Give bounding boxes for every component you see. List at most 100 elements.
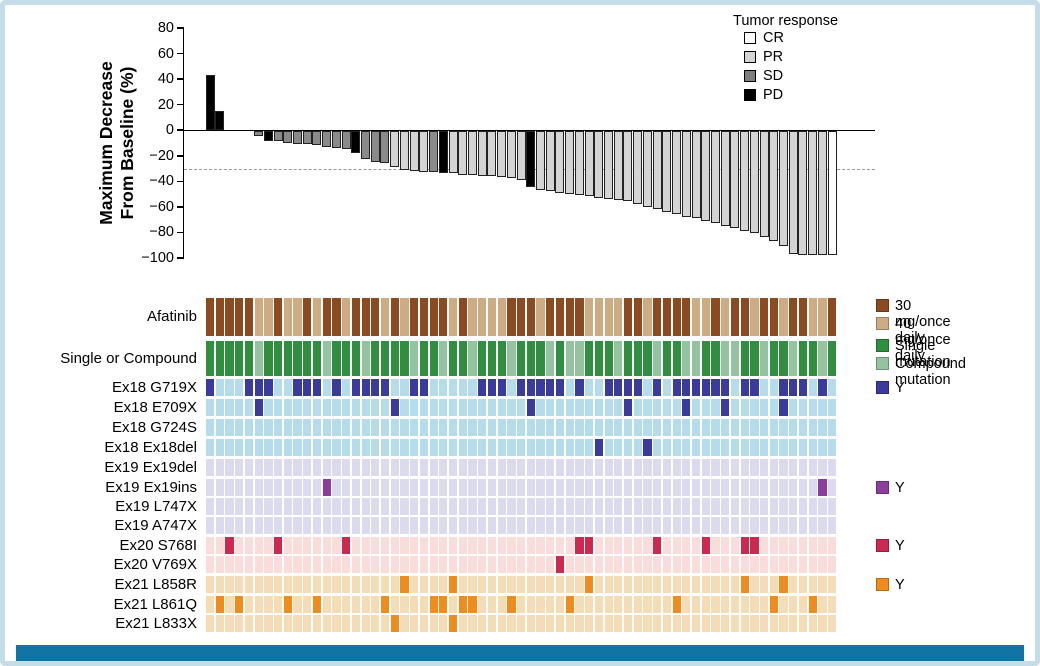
matrix-cell bbox=[439, 596, 448, 613]
matrix-cell bbox=[468, 459, 477, 476]
matrix-cell bbox=[390, 517, 399, 534]
matrix-cell bbox=[565, 379, 574, 396]
matrix-cell bbox=[264, 517, 273, 534]
matrix-cell bbox=[342, 576, 351, 593]
matrix-cell bbox=[614, 379, 623, 396]
matrix-cell bbox=[264, 419, 273, 436]
waterfall-bar bbox=[565, 131, 575, 194]
matrix-cell bbox=[361, 459, 370, 476]
matrix-cell bbox=[351, 439, 360, 456]
matrix-cell bbox=[497, 498, 506, 515]
matrix-cell bbox=[429, 479, 438, 496]
matrix-cell bbox=[789, 439, 798, 456]
matrix-cell bbox=[478, 399, 487, 416]
matrix-cell bbox=[206, 439, 215, 456]
matrix-cell bbox=[643, 399, 652, 416]
matrix-cell bbox=[293, 399, 302, 416]
waterfall-bar bbox=[749, 131, 759, 234]
matrix-cell bbox=[439, 459, 448, 476]
matrix-cell bbox=[653, 498, 662, 515]
matrix-cell bbox=[283, 498, 292, 515]
matrix-cell bbox=[760, 517, 769, 534]
matrix-cell bbox=[371, 479, 380, 496]
matrix-cell bbox=[760, 615, 769, 632]
matrix-cell bbox=[779, 439, 788, 456]
matrix-cell bbox=[283, 419, 292, 436]
mutation-y-legend-swatch bbox=[876, 578, 889, 591]
matrix-cell bbox=[662, 615, 672, 632]
matrix-cell bbox=[565, 615, 574, 632]
matrix-cell bbox=[740, 517, 749, 534]
matrix-cell bbox=[312, 596, 322, 613]
matrix-cell bbox=[517, 576, 526, 593]
matrix-cell bbox=[808, 399, 817, 416]
y-axis-tick-label: 20 bbox=[157, 96, 174, 113]
matrix-cell bbox=[633, 537, 642, 554]
matrix-cell bbox=[721, 537, 730, 554]
matrix-cell bbox=[575, 556, 584, 573]
matrix-cell bbox=[653, 596, 662, 613]
dose-cell bbox=[692, 298, 701, 336]
matrix-cell bbox=[526, 576, 535, 593]
matrix-cell bbox=[711, 459, 720, 476]
mutation-type-cell bbox=[789, 341, 798, 376]
dose-cell bbox=[643, 298, 652, 336]
matrix-cell bbox=[818, 517, 827, 534]
matrix-cell bbox=[380, 615, 390, 632]
matrix-cell bbox=[730, 498, 740, 515]
matrix-cell bbox=[419, 498, 429, 515]
matrix-cell bbox=[517, 459, 526, 476]
matrix-cell bbox=[264, 576, 273, 593]
waterfall-bar bbox=[497, 131, 507, 178]
matrix-cell bbox=[235, 576, 244, 593]
mutation-type-cell bbox=[410, 341, 419, 376]
matrix-cell bbox=[400, 439, 409, 456]
matrix-cell bbox=[497, 439, 506, 456]
mutation-type-legend-label: Compound mutation bbox=[895, 356, 966, 388]
matrix-cell bbox=[342, 379, 351, 396]
dose-cell bbox=[458, 298, 467, 336]
matrix-cell bbox=[555, 379, 565, 396]
dose-cell bbox=[371, 298, 380, 336]
matrix-cell bbox=[283, 379, 292, 396]
dose-cell bbox=[449, 298, 458, 336]
matrix-cell bbox=[419, 537, 429, 554]
y-axis-tick bbox=[177, 257, 183, 259]
matrix-cell bbox=[536, 379, 545, 396]
matrix-cell bbox=[672, 537, 681, 554]
matrix-cell bbox=[410, 399, 419, 416]
matrix-cell bbox=[429, 556, 438, 573]
matrix-cell bbox=[312, 419, 322, 436]
matrix-cell bbox=[215, 399, 224, 416]
matrix-cell bbox=[604, 517, 613, 534]
matrix-cell bbox=[322, 596, 331, 613]
tumor-response-legend-label: PD bbox=[763, 87, 784, 103]
y-axis-tick bbox=[177, 52, 183, 55]
waterfall-bar bbox=[506, 131, 516, 179]
matrix-cell bbox=[828, 498, 837, 515]
matrix-cell bbox=[342, 479, 351, 496]
matrix-cell bbox=[322, 576, 331, 593]
matrix-cell bbox=[254, 537, 263, 554]
matrix-cell bbox=[536, 419, 545, 436]
matrix-cell bbox=[565, 517, 574, 534]
matrix-cell bbox=[497, 596, 506, 613]
matrix-cell bbox=[400, 576, 409, 593]
matrix-cell bbox=[536, 498, 545, 515]
matrix-cell bbox=[594, 479, 603, 496]
matrix-cell bbox=[653, 459, 662, 476]
matrix-cell bbox=[721, 419, 730, 436]
matrix-cell bbox=[244, 556, 254, 573]
matrix-cell bbox=[400, 459, 409, 476]
matrix-cell bbox=[244, 576, 254, 593]
matrix-cell bbox=[730, 419, 740, 436]
matrix-cell bbox=[711, 399, 720, 416]
mutation-type-cell bbox=[293, 341, 302, 376]
matrix-cell bbox=[692, 399, 701, 416]
matrix-cell bbox=[526, 479, 535, 496]
matrix-cell bbox=[380, 576, 390, 593]
dose-cell bbox=[565, 298, 574, 336]
waterfall-bar bbox=[487, 131, 497, 176]
matrix-cell bbox=[293, 439, 302, 456]
matrix-cell bbox=[264, 459, 273, 476]
